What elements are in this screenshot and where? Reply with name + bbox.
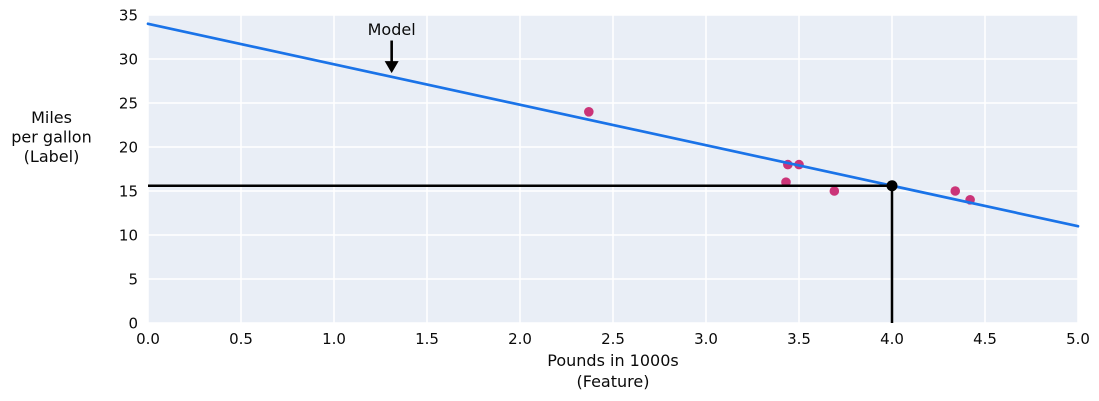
y-axis-title-line: Miles bbox=[31, 108, 72, 127]
x-tick-label: 1.0 bbox=[322, 330, 346, 348]
x-tick-label: 4.0 bbox=[880, 330, 904, 348]
y-tick-label: 0 bbox=[128, 315, 138, 333]
scatter-point bbox=[950, 186, 961, 196]
y-axis-title-line: per gallon bbox=[11, 128, 91, 147]
x-tick-label: 3.5 bbox=[787, 330, 811, 348]
x-tick-label: 1.5 bbox=[415, 330, 439, 348]
x-tick-label: 2.5 bbox=[601, 330, 625, 348]
model-annotation-label: Model bbox=[368, 20, 416, 39]
scatter-point bbox=[829, 186, 840, 196]
x-tick-label: 2.0 bbox=[508, 330, 532, 348]
x-tick-label: 0.0 bbox=[136, 330, 160, 348]
y-tick-label: 20 bbox=[119, 139, 138, 157]
y-axis-title-line: (Label) bbox=[24, 147, 80, 166]
x-axis-title-line: Pounds in 1000s bbox=[547, 351, 678, 370]
prediction-point bbox=[886, 180, 898, 192]
y-tick-label: 25 bbox=[119, 95, 138, 113]
scatter-point bbox=[584, 107, 594, 117]
y-tick-label: 10 bbox=[119, 227, 138, 245]
x-tick-label: 5.0 bbox=[1066, 330, 1090, 348]
y-tick-label: 15 bbox=[119, 183, 138, 201]
model-line bbox=[146, 22, 1080, 228]
x-tick-label: 0.5 bbox=[229, 330, 253, 348]
y-tick-label: 35 bbox=[119, 7, 138, 25]
y-tick-label: 5 bbox=[128, 271, 138, 289]
x-tick-label: 4.5 bbox=[973, 330, 997, 348]
x-axis-title-line: (Feature) bbox=[577, 372, 650, 391]
y-tick-label: 30 bbox=[119, 51, 138, 69]
x-tick-label: 3.0 bbox=[694, 330, 718, 348]
down-arrow-icon bbox=[384, 61, 399, 74]
